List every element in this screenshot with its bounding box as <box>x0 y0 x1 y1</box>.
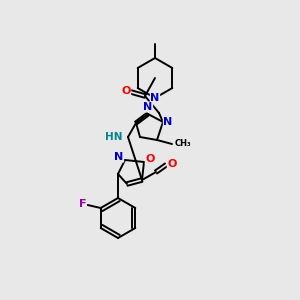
Text: HN: HN <box>106 132 123 142</box>
Text: O: O <box>167 159 177 169</box>
Text: N: N <box>114 152 124 162</box>
Text: N: N <box>164 117 172 127</box>
Text: F: F <box>79 199 86 209</box>
Text: CH₃: CH₃ <box>175 140 192 148</box>
Text: O: O <box>121 86 131 96</box>
Text: N: N <box>150 93 160 103</box>
Text: N: N <box>143 102 153 112</box>
Text: O: O <box>145 154 155 164</box>
